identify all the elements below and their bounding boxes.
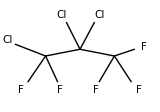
Text: F: F xyxy=(93,85,99,95)
Text: F: F xyxy=(57,85,63,95)
Text: F: F xyxy=(18,85,24,95)
Text: F: F xyxy=(136,85,142,95)
Text: Cl: Cl xyxy=(95,10,105,20)
Text: Cl: Cl xyxy=(56,10,67,20)
Text: Cl: Cl xyxy=(2,35,12,45)
Text: F: F xyxy=(141,42,147,52)
